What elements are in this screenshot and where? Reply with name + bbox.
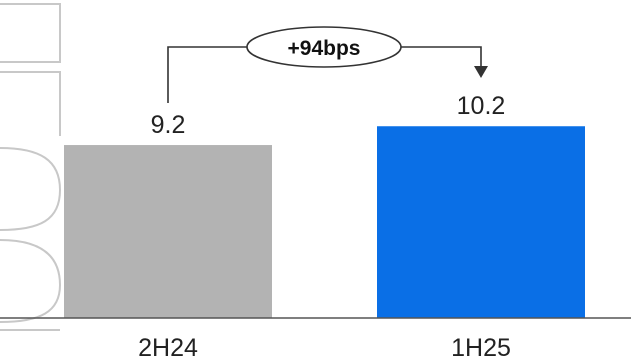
- watermark-logo: [0, 3, 62, 331]
- bars-group: [64, 126, 585, 319]
- bar-1H25: [377, 126, 585, 319]
- value-label-1H25: 10.2: [457, 92, 506, 120]
- change-bubble: [246, 26, 402, 68]
- category-labels-group: 2H24 1H25: [138, 334, 511, 362]
- change-connector-line: [167, 46, 482, 103]
- change-bubble-label: +94bps: [288, 37, 361, 60]
- value-label-2H24: 9.2: [151, 111, 186, 139]
- value-labels-group: 9.2 10.2: [151, 92, 506, 139]
- bar-2H24: [64, 145, 272, 318]
- arrow-down-icon: [474, 66, 488, 78]
- category-label-2H24: 2H24: [138, 334, 198, 362]
- category-label-1H25: 1H25: [451, 334, 511, 362]
- change-annotation: +94bps: [167, 26, 488, 103]
